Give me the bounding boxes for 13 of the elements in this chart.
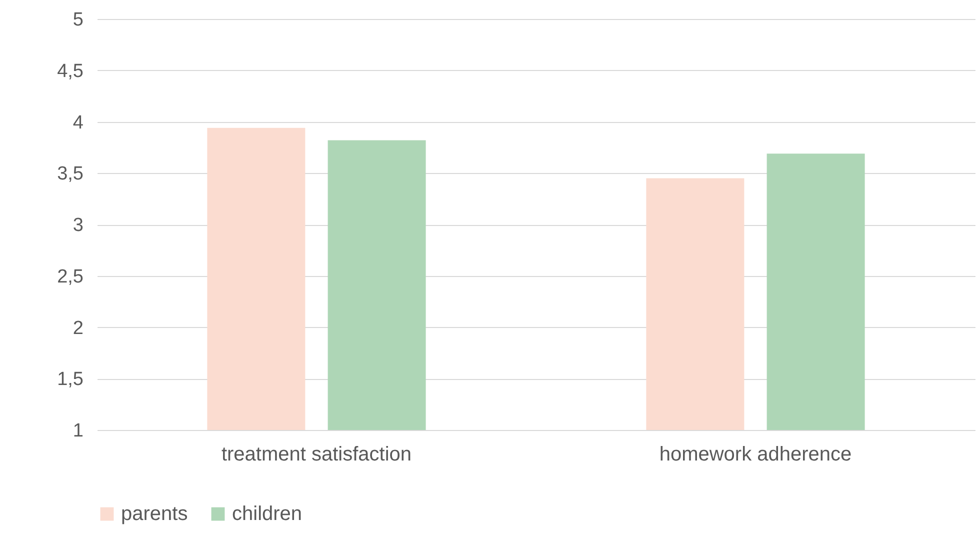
y-tick-label: 3 — [72, 215, 84, 236]
x-tick-label: homework adherence — [659, 444, 852, 466]
y-tick-label: 4,5 — [57, 60, 84, 82]
y-tick-label: 1 — [72, 420, 84, 442]
y-tick-label: 2 — [72, 318, 84, 339]
legend-label: parents — [121, 503, 188, 525]
y-tick-label: 4 — [72, 112, 84, 134]
legend-label: children — [232, 503, 302, 525]
y-tick-label: 1,5 — [57, 369, 84, 390]
y-tick-label: 3,5 — [57, 164, 84, 185]
x-tick-label: treatment satisfaction — [221, 444, 412, 466]
y-tick-label: 2,5 — [57, 266, 84, 288]
y-tick-label: 5 — [72, 10, 84, 30]
